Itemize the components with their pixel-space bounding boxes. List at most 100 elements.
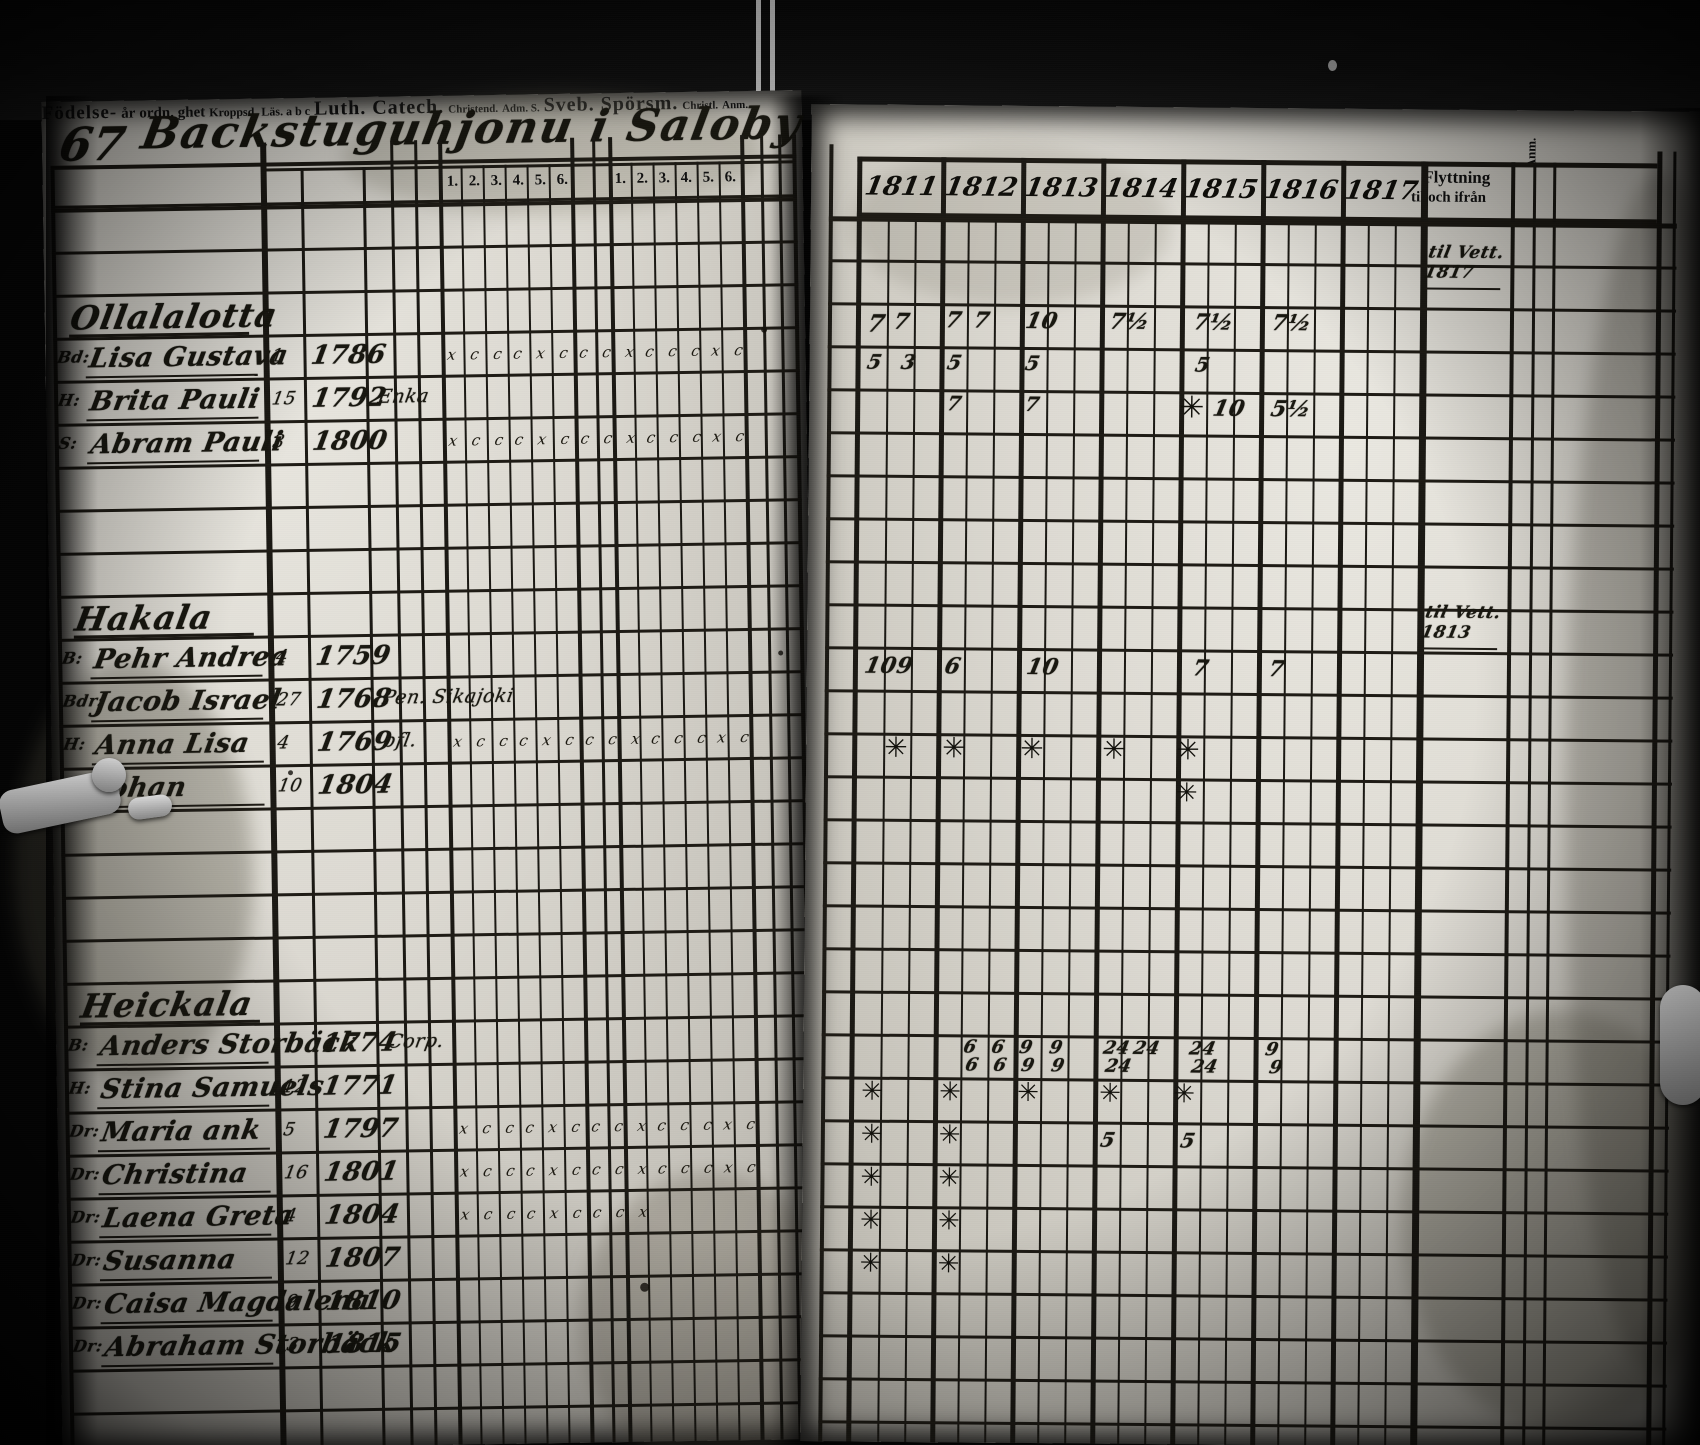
year-subcol-3-b — [1144, 219, 1157, 1445]
birth-day-value: 12 — [281, 1075, 309, 1098]
catechism-tick-mark: c — [511, 344, 524, 363]
ink-blot — [640, 1282, 650, 1292]
catechism-tick-mark: x — [458, 1162, 471, 1181]
page-holder-clip — [1660, 985, 1700, 1105]
person-name: Christina — [99, 1157, 251, 1192]
catechism-tick-mark: c — [503, 1118, 516, 1137]
attendance-mark: 24 — [1103, 1055, 1134, 1077]
catechism-tick-mark: c — [559, 429, 571, 448]
catechism-tick-mark: c — [513, 430, 525, 449]
communion-star-mark: ✳ — [1017, 1077, 1040, 1108]
year-header-1812: 1812 — [941, 161, 1021, 214]
person-name: Pehr Andrea — [91, 641, 291, 676]
attendance-mark: 7 — [971, 307, 993, 334]
header-sveb-col-1: 1. — [614, 170, 627, 188]
catechism-tick-mark: c — [517, 731, 530, 750]
attendance-mark: 5 — [865, 349, 885, 374]
ink-blot — [287, 770, 294, 776]
year-header-1817: 1817 — [1341, 165, 1421, 218]
row-rule-16 — [822, 904, 1671, 915]
scanner-spine-marks — [748, 0, 784, 100]
header-sveb-col-4: 4. — [680, 169, 693, 187]
catechism-tick-mark: c — [504, 1161, 517, 1180]
row-rule-6 — [826, 474, 1675, 485]
catechism-tick-mark: c — [480, 1119, 493, 1138]
attendance-mark: 7 — [1022, 391, 1043, 417]
birth-day-value: 16 — [282, 1161, 311, 1184]
header-sveb-col-5: 5. — [702, 169, 715, 186]
birth-day-value: 4 — [283, 1205, 299, 1227]
year-header-1813: 1813 — [1021, 162, 1101, 215]
year-subcol-6-a — [1357, 220, 1370, 1445]
row-rule-8 — [825, 560, 1674, 571]
right-edge-shadow — [1640, 108, 1700, 1445]
row-rule-9 — [57, 584, 804, 599]
year-label: 1816 — [1262, 175, 1341, 206]
migration-note-underline — [1424, 287, 1501, 291]
birth-year-value: 1804 — [322, 1199, 403, 1231]
attendance-mark: 5 — [1193, 352, 1213, 377]
attendance-mark: 9 — [1019, 1054, 1037, 1077]
header-sveb-col-6: 6. — [724, 169, 737, 186]
catechism-tick-mark: x — [548, 1204, 561, 1223]
attendance-mark: 10 — [1023, 307, 1061, 335]
attendance-mark: 5 — [1178, 1128, 1198, 1153]
communion-star-mark: ✳ — [938, 1120, 961, 1150]
catechism-tick-mark: x — [536, 430, 549, 449]
birth-day-value: 3 — [270, 431, 287, 453]
catechism-tick-mark: c — [524, 1161, 537, 1180]
catechism-tick-mark: c — [579, 429, 591, 448]
birth-day-value: 5 — [281, 1119, 298, 1141]
communion-star-mark: ✳ — [859, 1205, 883, 1235]
attendance-mark: 6 — [942, 653, 964, 680]
communion-star-mark: ✳ — [937, 1249, 960, 1279]
ink-blot — [761, 326, 768, 333]
header-catech-col-4: 4. — [512, 172, 525, 189]
header-catech-col-2: 2. — [468, 173, 481, 190]
migration-note-underline — [1421, 647, 1498, 651]
migration-note: til Vett. 1817 — [1422, 242, 1506, 283]
page-title: Backstuguhjonu i Saloby — [137, 98, 807, 160]
row-rule-7 — [826, 517, 1675, 528]
birth-day-value: 27 — [274, 689, 303, 711]
birth-day-value: 15 — [270, 388, 298, 410]
header-sveb-col-2: 2. — [636, 170, 649, 187]
catechism-tick-mark: c — [649, 729, 662, 748]
catechism-tick-mark: x — [447, 431, 460, 450]
communion-star-mark: ✳ — [1176, 735, 1200, 767]
catechism-tick-mark: x — [459, 1205, 472, 1224]
row-rule-9 — [825, 603, 1674, 614]
communion-star-mark: ✳ — [884, 732, 908, 764]
table-border-left — [818, 144, 834, 1442]
header-migration-group: Flyttning — [1423, 167, 1491, 188]
attendance-mark: 7 — [943, 307, 965, 334]
year-subcol-1-b — [984, 217, 997, 1443]
catechism-tick-mark: c — [481, 1162, 494, 1181]
left-page: 67 Backstuguhjonu i Saloby Födelse- år o… — [10, 90, 844, 1445]
catechism-tick-mark: c — [474, 732, 487, 751]
attendance-mark: 3 — [899, 349, 919, 374]
birth-year-value: 1800 — [310, 425, 390, 457]
person-name: Susanna — [100, 1244, 239, 1278]
attendance-mark: 10 — [1024, 654, 1062, 681]
birth-year-value: 1786 — [308, 339, 389, 371]
catechism-tick-mark: c — [470, 431, 482, 450]
year-subcol-6-b — [1384, 221, 1397, 1445]
year-label: 1815 — [1182, 174, 1261, 205]
migration-note: til Vett. 1813 — [1419, 602, 1503, 643]
year-subcol-0-b — [904, 217, 917, 1442]
attendance-mark: 7 — [891, 308, 913, 335]
year-label: 1814 — [1102, 173, 1181, 205]
person-name: Abram Pauli — [88, 426, 286, 461]
catechism-tick-mark: x — [711, 427, 724, 446]
birth-year-value: 1804 — [315, 769, 396, 801]
attendance-mark: 7½ — [1191, 309, 1236, 336]
birth-year-value: 1771 — [320, 1070, 400, 1102]
attendance-mark: 5 — [1098, 1127, 1118, 1152]
row-rule-13 — [823, 775, 1672, 786]
page-holder-clip — [92, 758, 126, 792]
year-label: 1811 — [862, 171, 941, 203]
dust-speck — [1328, 60, 1337, 71]
year-header-1816: 1816 — [1261, 164, 1341, 217]
catechism-tick-mark: c — [557, 343, 570, 362]
